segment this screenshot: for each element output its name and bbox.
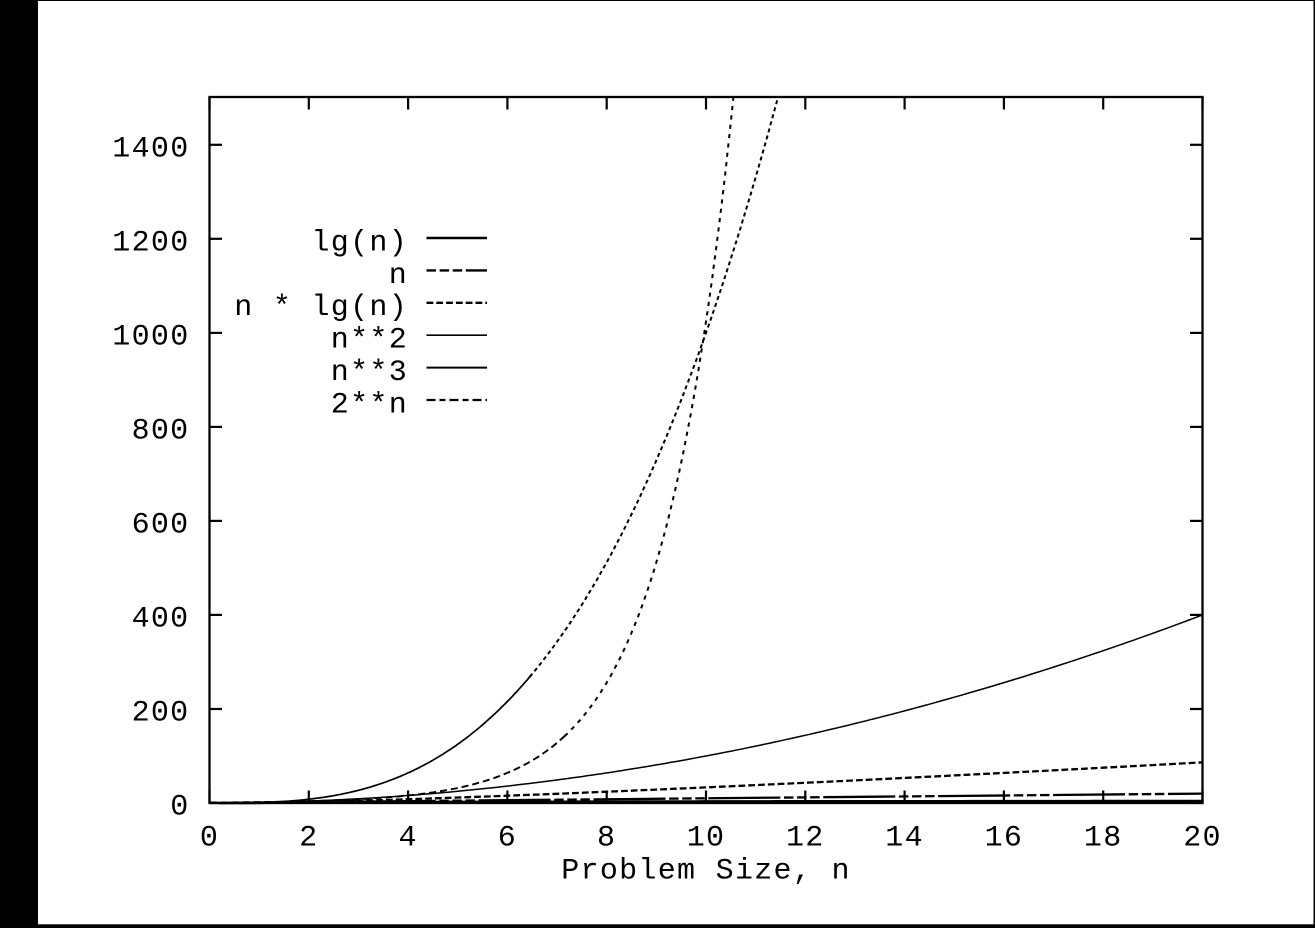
svg-text:200: 200 bbox=[132, 697, 190, 731]
svg-text:Problem Size, n: Problem Size, n bbox=[561, 855, 851, 889]
svg-text:n**3: n**3 bbox=[331, 356, 408, 390]
svg-text:400: 400 bbox=[132, 602, 190, 636]
svg-text:600: 600 bbox=[132, 508, 190, 542]
svg-text:6: 6 bbox=[498, 822, 517, 856]
svg-text:800: 800 bbox=[132, 414, 190, 448]
svg-text:4: 4 bbox=[398, 822, 417, 856]
svg-text:n: n bbox=[389, 259, 408, 293]
svg-text:1000: 1000 bbox=[112, 320, 189, 354]
svg-text:0: 0 bbox=[200, 822, 219, 856]
svg-text:16: 16 bbox=[985, 822, 1024, 856]
svg-text:n**2: n**2 bbox=[331, 324, 408, 358]
svg-text:12: 12 bbox=[786, 822, 825, 856]
svg-text:10: 10 bbox=[687, 822, 726, 856]
svg-text:n * lg(n): n * lg(n) bbox=[234, 291, 408, 325]
svg-text:1400: 1400 bbox=[112, 132, 189, 166]
svg-text:20: 20 bbox=[1183, 822, 1222, 856]
svg-text:18: 18 bbox=[1084, 822, 1123, 856]
svg-text:lg(n): lg(n) bbox=[311, 226, 408, 260]
svg-text:2**n: 2**n bbox=[331, 388, 408, 422]
svg-text:0: 0 bbox=[170, 791, 189, 825]
svg-text:1200: 1200 bbox=[112, 226, 189, 260]
svg-text:14: 14 bbox=[885, 822, 924, 856]
svg-text:8: 8 bbox=[597, 822, 616, 856]
svg-text:2: 2 bbox=[299, 822, 318, 856]
